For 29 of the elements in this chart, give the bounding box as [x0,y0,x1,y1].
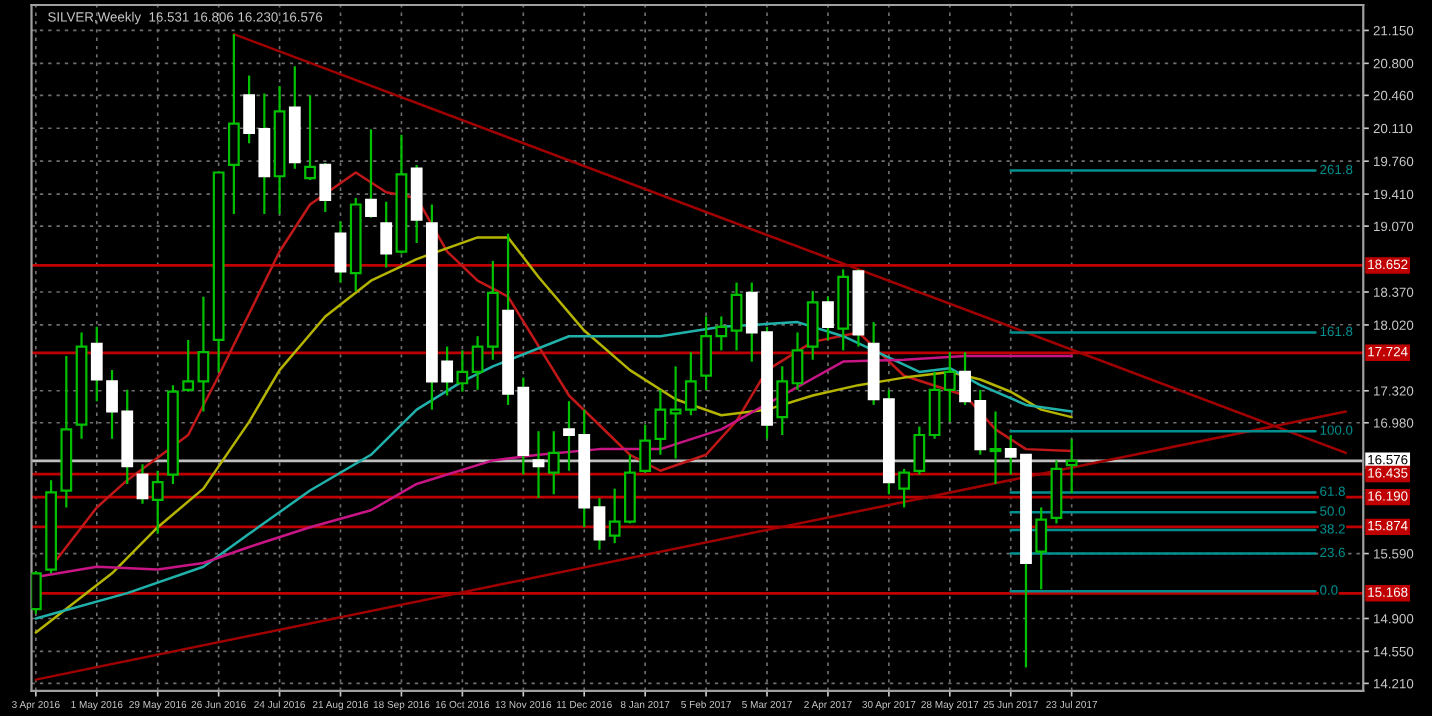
candlestick [151,469,164,535]
candlestick [806,289,819,361]
candlestick [456,349,469,393]
candlestick [898,467,911,509]
candlestick [31,570,42,615]
candlestick [913,425,926,476]
candlestick [197,295,210,413]
candlestick [380,200,393,269]
candlestick [334,220,347,284]
candlestick [182,338,195,393]
candlestick [471,335,484,391]
candlestick [730,281,743,352]
candlestick [791,331,804,391]
candlestick [943,351,956,423]
candlestick [136,463,149,505]
candlestick [1065,438,1078,495]
candlestick [989,410,1002,486]
candlestick [776,365,789,437]
candlestick [928,370,941,440]
candlestick [639,423,652,474]
line-series [34,236,1073,634]
candlestick [654,388,667,456]
candlestick [547,430,560,496]
candlestick [304,94,316,182]
candlestick [593,496,606,551]
candlestick [532,430,545,500]
candlestick [227,33,240,216]
candlestick [1035,506,1048,591]
line-series [34,320,1073,620]
